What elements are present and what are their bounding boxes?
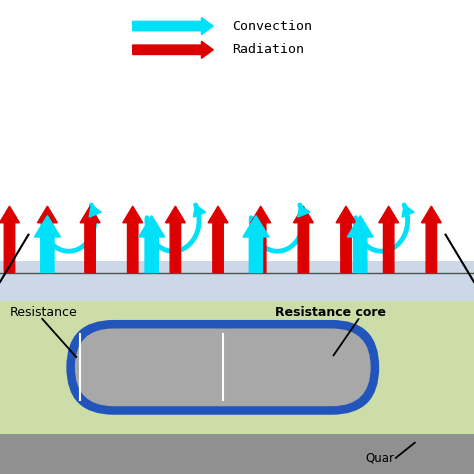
FancyArrow shape: [402, 205, 414, 217]
FancyBboxPatch shape: [66, 320, 379, 415]
FancyArrow shape: [243, 216, 269, 273]
FancyArrow shape: [251, 206, 271, 273]
Text: Resistance: Resistance: [9, 306, 77, 319]
Bar: [0, 261, 474, 273]
FancyArrow shape: [298, 205, 310, 217]
FancyArrow shape: [347, 216, 373, 273]
FancyArrow shape: [89, 205, 101, 217]
FancyArrow shape: [34, 216, 61, 273]
FancyArrow shape: [421, 206, 441, 273]
Bar: [0, 301, 474, 434]
FancyArrow shape: [138, 216, 165, 273]
FancyArrow shape: [336, 206, 356, 273]
Text: Quar: Quar: [365, 452, 394, 465]
FancyArrow shape: [165, 206, 185, 273]
FancyArrow shape: [123, 206, 143, 273]
FancyArrow shape: [133, 18, 213, 35]
FancyArrow shape: [133, 41, 213, 58]
FancyArrow shape: [379, 206, 399, 273]
Bar: [0, 434, 474, 474]
FancyArrow shape: [0, 206, 19, 273]
FancyArrow shape: [37, 206, 57, 273]
Text: Convection: Convection: [232, 19, 312, 33]
Text: Radiation: Radiation: [232, 43, 304, 56]
FancyArrow shape: [208, 206, 228, 273]
FancyArrow shape: [293, 206, 313, 273]
FancyArrow shape: [80, 206, 100, 273]
FancyArrow shape: [193, 205, 206, 217]
Text: Resistance core: Resistance core: [275, 306, 386, 319]
Bar: [0, 273, 474, 301]
FancyBboxPatch shape: [75, 328, 371, 406]
